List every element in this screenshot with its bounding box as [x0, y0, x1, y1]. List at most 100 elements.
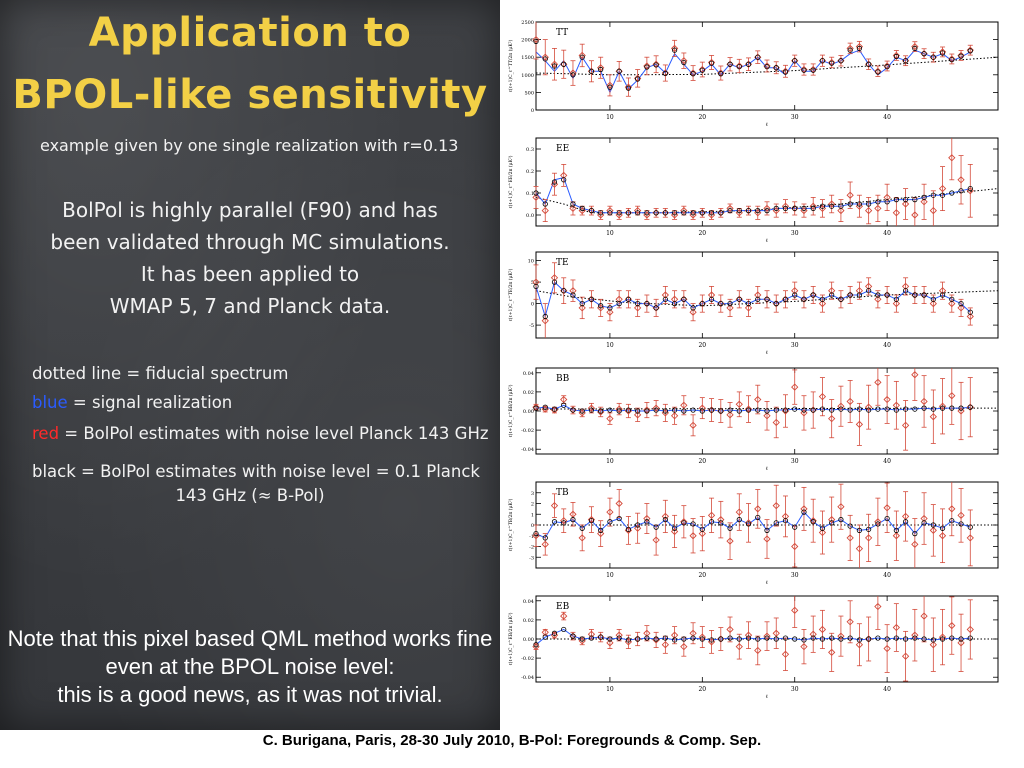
red-estimate [874, 518, 882, 526]
red-estimate [698, 529, 706, 538]
red-estimate [828, 200, 836, 208]
y-tick-label: 0.04 [523, 599, 534, 605]
black-estimate [856, 527, 862, 533]
red-estimate [818, 393, 827, 401]
x-tick-label: 20 [698, 572, 706, 579]
red-estimate [966, 312, 974, 321]
black-estimate [801, 67, 807, 73]
black-estimate [542, 201, 548, 207]
red-estimate [855, 420, 864, 429]
y-tick-label: -0.02 [521, 428, 534, 434]
red-estimate [670, 44, 679, 53]
black-estimate [884, 515, 890, 522]
black-estimate [912, 530, 918, 537]
chart-tt: 10 20 30 40 ℓ 0 500 1000 1500 2000 2500 ℓ(ℓ+1)C_ℓ^T… [507, 20, 999, 128]
black-estimate [542, 535, 548, 541]
red-estimate [948, 505, 956, 513]
black-estimate [672, 300, 678, 307]
black-estimate [533, 283, 539, 289]
y-tick-label: 0.1 [526, 191, 534, 197]
black-estimate [745, 407, 752, 413]
black-estimate [949, 518, 955, 524]
black-estimate [773, 520, 779, 526]
black-estimate [708, 296, 715, 302]
black-estimate [930, 192, 936, 198]
red-estimate [901, 652, 910, 660]
chart-ee: 10 20 30 40 ℓ 0.0 0.1 0.2 0.3 ℓ(ℓ+1)C_ℓ^EE/2π (μK… [507, 137, 999, 244]
black-estimate [893, 407, 899, 413]
y-tick-label: 1500 [521, 55, 534, 61]
red-estimate [689, 629, 697, 637]
black-estimate [930, 296, 936, 302]
black-estimate [672, 47, 678, 53]
black-estimate [958, 188, 964, 194]
red-estimate [929, 526, 937, 535]
black-estimate [838, 517, 844, 523]
x-axis-label: ℓ [766, 122, 768, 128]
panel-label-tb: TB [556, 488, 569, 498]
black-estimate [551, 179, 558, 185]
black-estimate [856, 637, 862, 643]
black-estimate [782, 296, 789, 302]
x-tick-label: 40 [883, 572, 891, 579]
red-estimate [883, 395, 891, 404]
red-estimate [772, 629, 780, 637]
black-estimate [847, 407, 853, 413]
panel-label-te: TE [556, 258, 569, 268]
black-estimate [727, 525, 733, 531]
red-estimate [929, 413, 937, 421]
black-estimate [875, 635, 881, 641]
black-estimate [570, 72, 576, 78]
black-estimate [792, 205, 798, 211]
black-estimate [736, 408, 742, 414]
red-estimate [532, 278, 540, 286]
black-estimate [875, 199, 881, 205]
x-tick-label: 20 [698, 230, 706, 237]
y-tick-label: 5 [531, 280, 534, 286]
black-estimate [801, 637, 807, 643]
red-estimate [938, 532, 947, 540]
red-estimate [726, 625, 734, 634]
x-tick-label: 40 [883, 686, 891, 693]
black-estimate [690, 521, 696, 527]
black-estimate [607, 210, 613, 216]
red-estimate [670, 295, 679, 303]
black-estimate [653, 636, 659, 642]
y-axis-label: ℓ(ℓ+1)C_ℓ^TB/2π (μK²) [507, 498, 514, 551]
black-estimate [690, 305, 696, 311]
y-tick-label: 0 [531, 523, 534, 529]
y-axis-label: ℓ(ℓ+1)C_ℓ^BB/2π (μK²) [507, 384, 514, 437]
black-estimate [819, 58, 826, 64]
red-estimate [911, 43, 919, 51]
black-estimate [810, 205, 816, 211]
black-estimate [829, 635, 835, 641]
black-estimate [616, 300, 622, 307]
black-estimate [598, 527, 604, 533]
red-estimate [772, 502, 780, 510]
red-estimate [874, 602, 882, 611]
black-estimate [533, 530, 539, 537]
y-tick-label: -0.02 [521, 656, 534, 662]
red-estimate [855, 641, 864, 649]
black-estimate [579, 205, 585, 211]
y-tick-label: 0.00 [523, 637, 534, 643]
y-axis-label: ℓ(ℓ+1)C_ℓ^EE/2π (μK²) [507, 155, 514, 208]
y-tick-label: 1000 [521, 73, 534, 79]
red-estimate [818, 299, 827, 308]
black-estimate [561, 402, 567, 408]
red-estimate [643, 629, 651, 637]
black-estimate [829, 407, 835, 413]
black-estimate [792, 636, 798, 642]
black-estimate [736, 208, 742, 214]
red-estimate [828, 648, 836, 657]
legend-dotted-line: dotted line = fiducial spectrum [32, 364, 289, 383]
paragraph-line-2: been validated through MC simulations. [50, 230, 450, 254]
y-tick-label: -0.04 [521, 447, 534, 453]
black-estimate [875, 406, 881, 412]
black-estimate [801, 407, 807, 413]
black-estimate [635, 636, 641, 642]
red-estimate [846, 618, 854, 626]
red-estimate [938, 402, 947, 410]
black-estimate [653, 210, 659, 216]
red-estimate [735, 400, 743, 408]
